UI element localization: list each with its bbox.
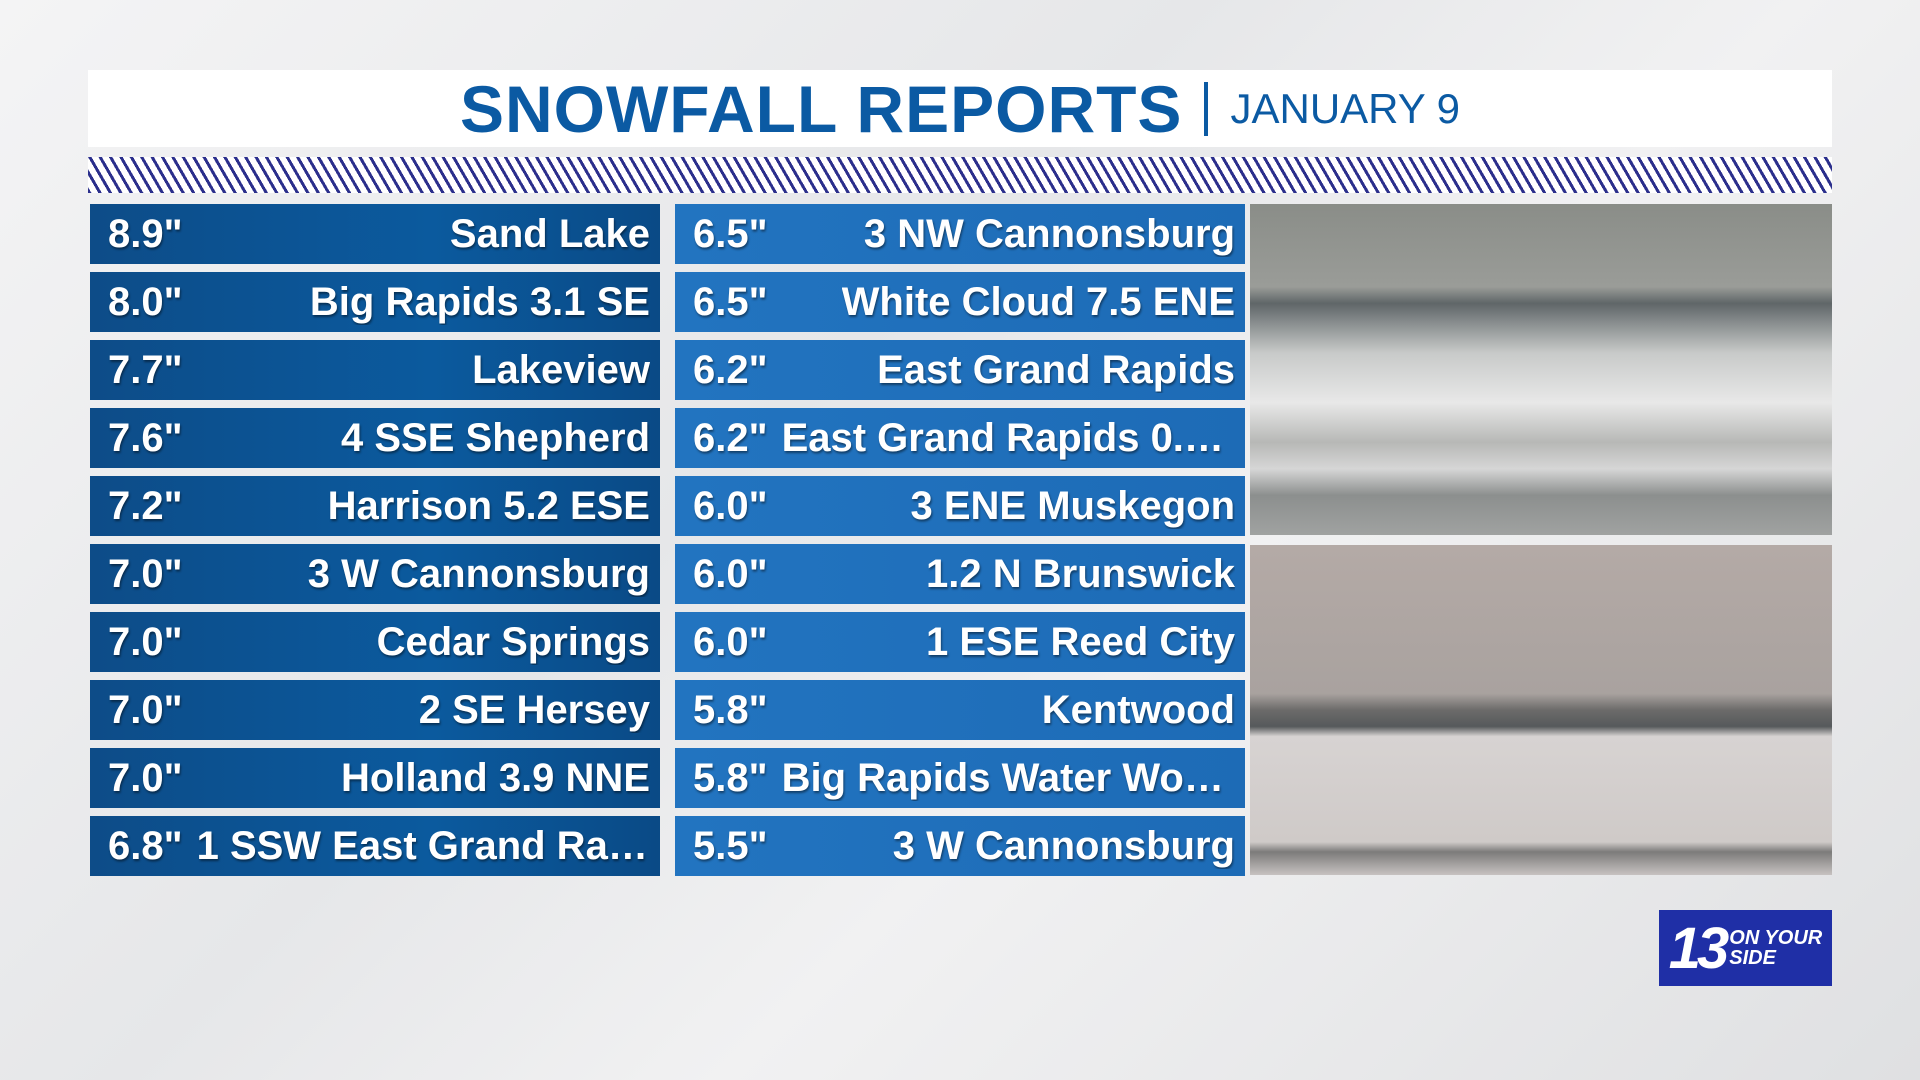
report-row: 7.0" Holland 3.9 NNE [90, 748, 660, 808]
snow-amount: 6.5" [693, 279, 768, 324]
snow-amount: 7.0" [108, 551, 183, 596]
report-location: 2 SE Hersey [418, 687, 650, 732]
snow-amount: 7.7" [108, 347, 183, 392]
report-location: 4 SSE Shepherd [341, 415, 650, 460]
report-row: 6.0" 1 ESE Reed City [675, 612, 1245, 672]
snow-amount: 5.8" [693, 755, 768, 800]
title-banner: SNOWFALL REPORTS JANUARY 9 [88, 70, 1832, 147]
report-location: 3 W Cannonsburg [307, 551, 650, 596]
report-date: JANUARY 9 [1230, 84, 1461, 132]
report-row: 6.8" 1 SSW East Grand Rapids [90, 816, 660, 876]
report-row: 6.5" White Cloud 7.5 ENE [675, 272, 1245, 332]
report-location: Kentwood [1041, 687, 1235, 732]
station-logo: 13 ON YOUR SIDE [1659, 910, 1832, 986]
report-location: White Cloud 7.5 ENE [841, 279, 1235, 324]
report-location: 3 ENE Muskegon [910, 483, 1235, 528]
report-location: Big Rapids 3.1 SE [309, 279, 650, 324]
snow-amount: 5.8" [693, 687, 768, 732]
snow-amount: 7.2" [108, 483, 183, 528]
snow-amount: 7.6" [108, 415, 183, 460]
webcam-image-city [1250, 204, 1832, 535]
report-row: 6.2" East Grand Rapids [675, 340, 1245, 400]
report-row: 7.0" 3 W Cannonsburg [90, 544, 660, 604]
report-row: 7.0" 2 SE Hersey [90, 680, 660, 740]
page-title: SNOWFALL REPORTS [459, 71, 1183, 146]
report-location: Big Rapids Water Works [781, 755, 1235, 800]
logo-tagline-2: SIDE [1729, 947, 1776, 969]
snow-amount: 6.2" [693, 415, 768, 460]
report-location: Lakeview [472, 347, 650, 392]
snow-amount: 5.5" [693, 823, 768, 868]
report-location: 1 SSW East Grand Rapids [196, 823, 650, 868]
snow-amount: 7.0" [108, 755, 183, 800]
report-location: Holland 3.9 NNE [341, 755, 650, 800]
snow-amount: 6.0" [693, 483, 768, 528]
snow-amount: 8.9" [108, 211, 183, 256]
report-row: 6.0" 3 ENE Muskegon [675, 476, 1245, 536]
report-location: East Grand Rapids 0.7 ... [781, 415, 1235, 460]
report-location: 3 NW Cannonsburg [863, 211, 1235, 256]
snow-amount: 8.0" [108, 279, 183, 324]
right-report-column: 6.5" 3 NW Cannonsburg 6.5" White Cloud 7.5 … [675, 204, 1245, 884]
report-row: 7.0" Cedar Springs [90, 612, 660, 672]
report-row: 7.6" 4 SSE Shepherd [90, 408, 660, 468]
report-location: Cedar Springs [376, 619, 650, 664]
report-row: 6.0" 1.2 N Brunswick [675, 544, 1245, 604]
logo-tagline: ON YOUR SIDE [1729, 928, 1822, 968]
report-location: 3 W Cannonsburg [892, 823, 1235, 868]
snow-amount: 7.0" [108, 619, 183, 664]
report-location: East Grand Rapids [877, 347, 1235, 392]
report-row: 5.8" Kentwood [675, 680, 1245, 740]
snow-amount: 7.0" [108, 687, 183, 732]
logo-tagline-1: ON YOUR [1729, 927, 1823, 949]
title-divider [1204, 81, 1209, 136]
report-location: Sand Lake [449, 211, 650, 256]
left-report-column: 8.9" Sand Lake 8.0" Big Rapids 3.1 SE 7.7" La… [90, 204, 660, 884]
snow-amount: 6.8" [108, 823, 183, 868]
report-row: 6.5" 3 NW Cannonsburg [675, 204, 1245, 264]
webcam-image-airport [1250, 545, 1832, 875]
report-location: Harrison 5.2 ESE [327, 483, 650, 528]
report-location: 1 ESE Reed City [925, 619, 1235, 664]
decorative-stripes [88, 157, 1832, 193]
report-row: 6.2" East Grand Rapids 0.7 ... [675, 408, 1245, 468]
report-row: 5.5" 3 W Cannonsburg [675, 816, 1245, 876]
snow-amount: 6.5" [693, 211, 768, 256]
report-row: 8.0" Big Rapids 3.1 SE [90, 272, 660, 332]
report-row: 8.9" Sand Lake [90, 204, 660, 264]
report-row: 5.8" Big Rapids Water Works [675, 748, 1245, 808]
logo-number: 13 [1668, 915, 1729, 981]
snow-amount: 6.2" [693, 347, 768, 392]
report-row: 7.7" Lakeview [90, 340, 660, 400]
report-location: 1.2 N Brunswick [925, 551, 1235, 596]
snow-amount: 6.0" [693, 619, 768, 664]
snow-amount: 6.0" [693, 551, 768, 596]
report-row: 7.2" Harrison 5.2 ESE [90, 476, 660, 536]
